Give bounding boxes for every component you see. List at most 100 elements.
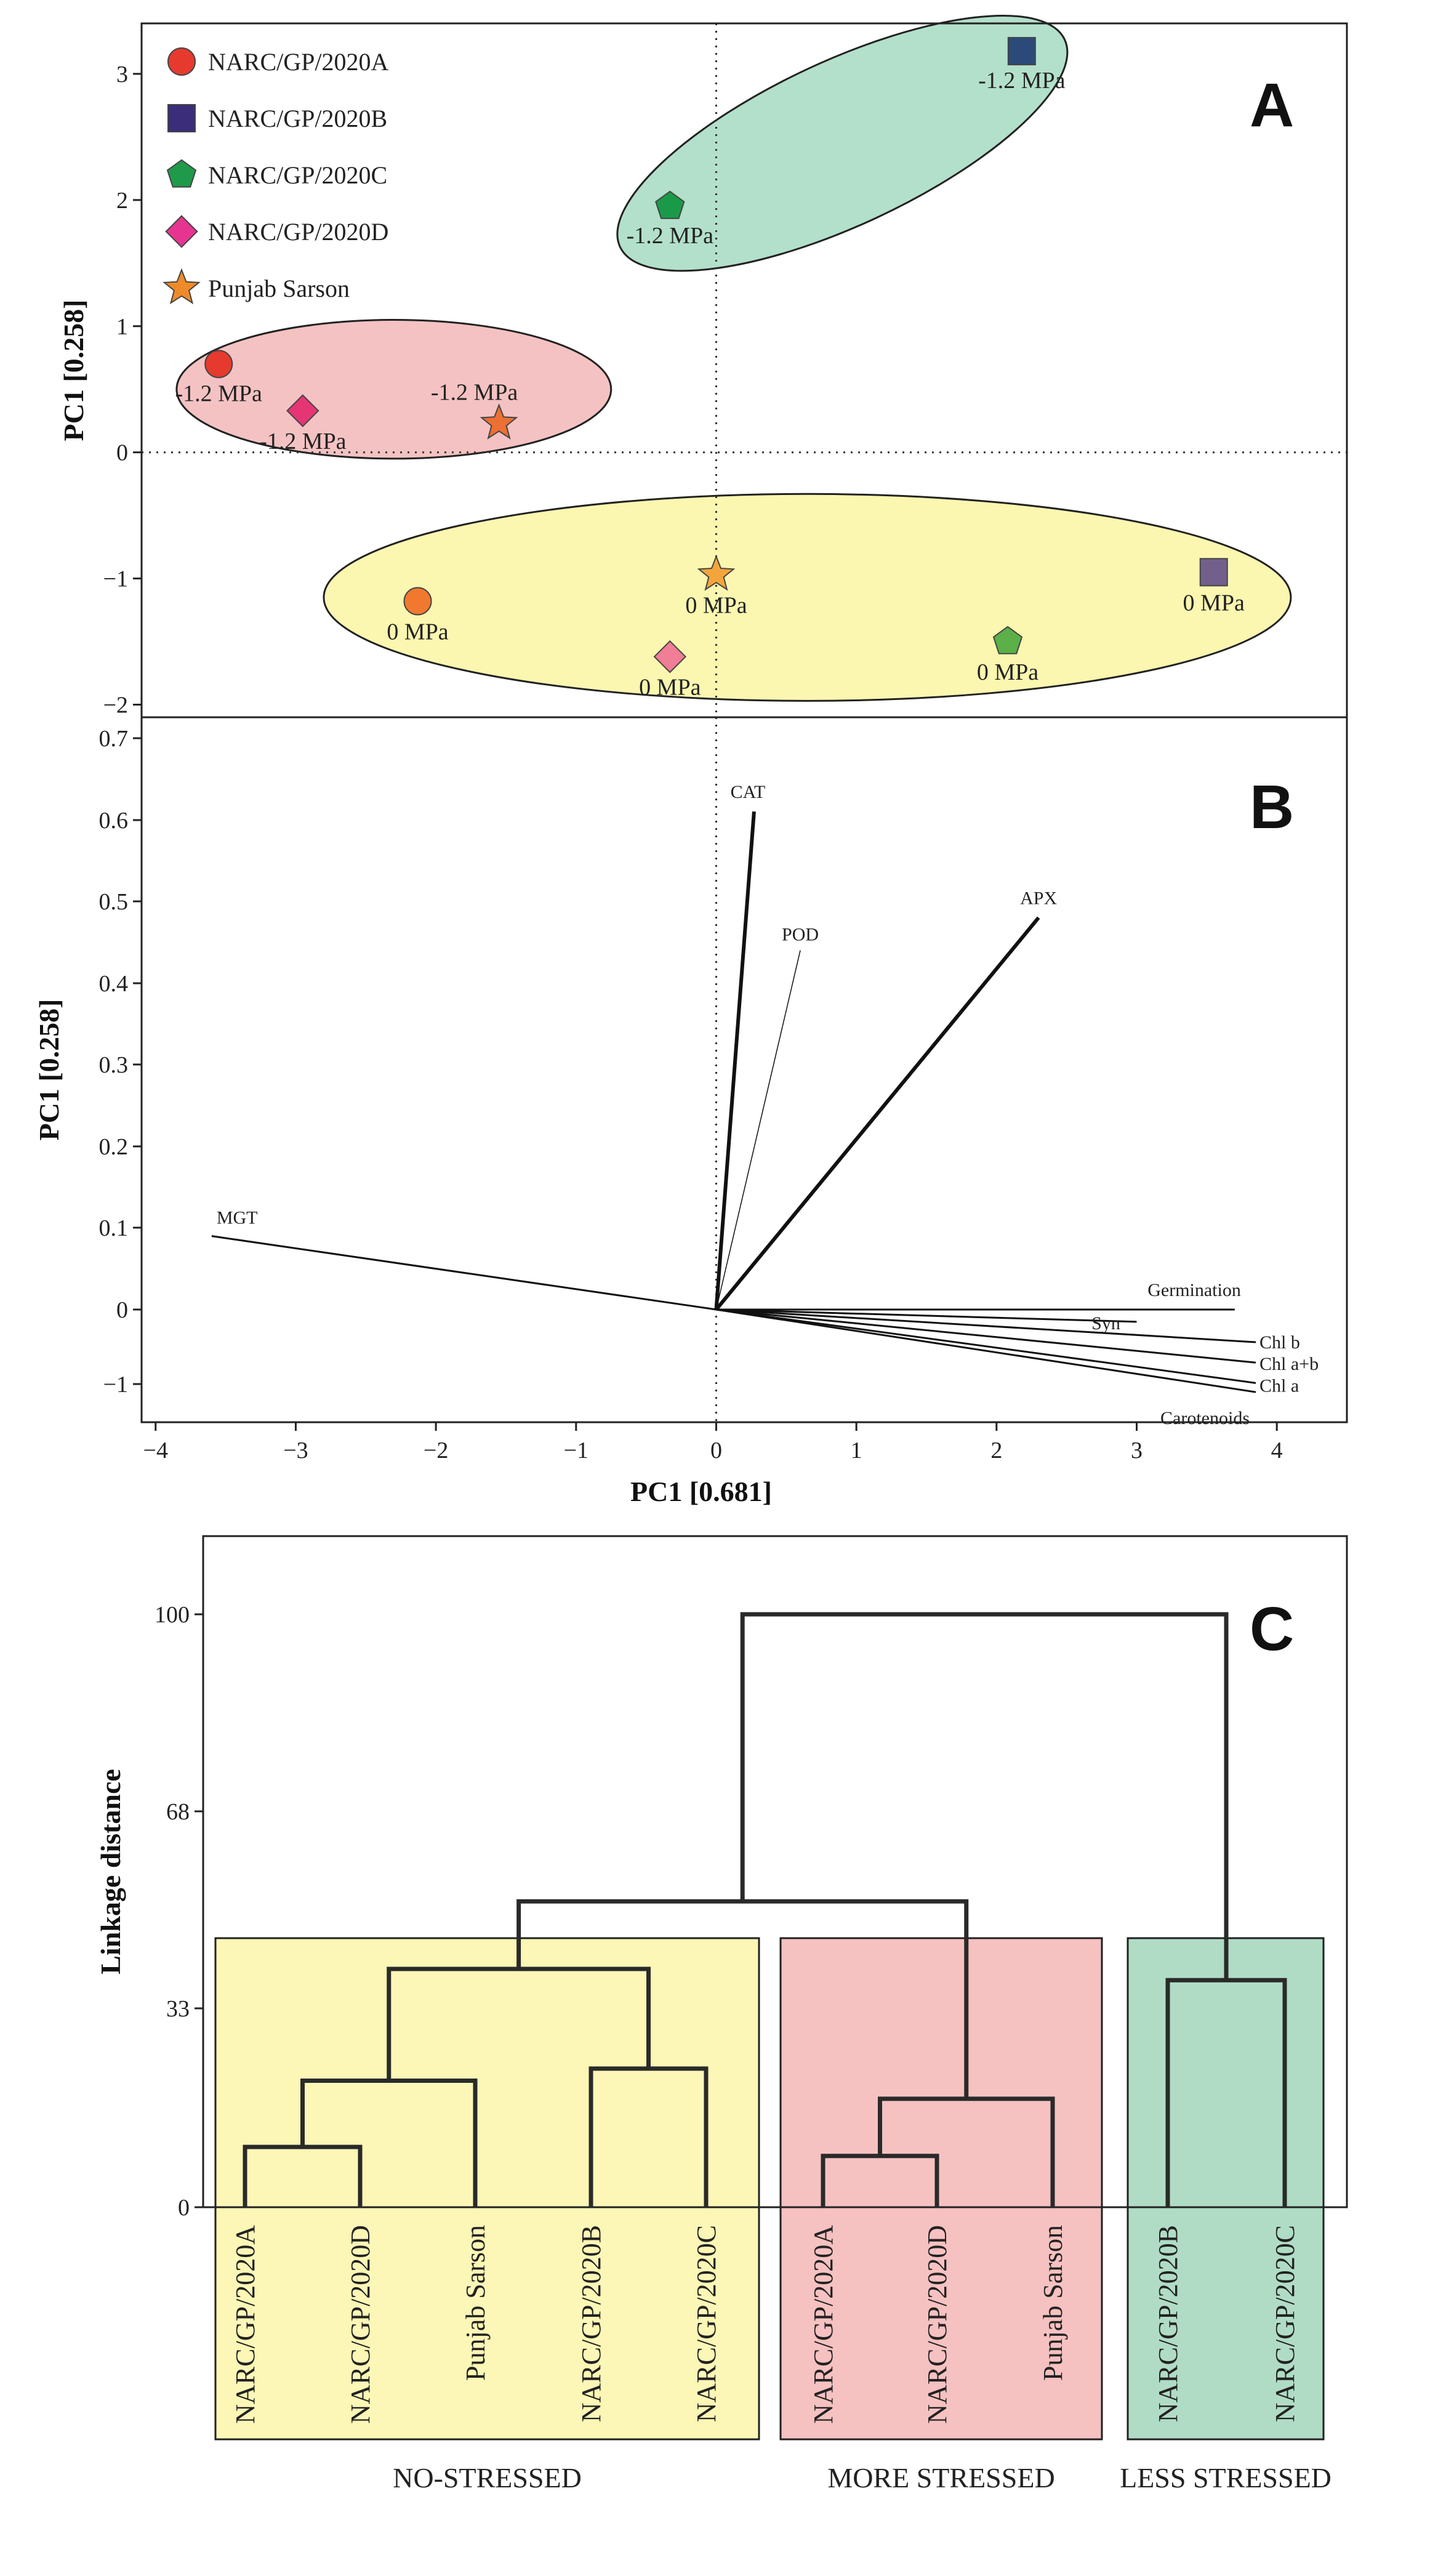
y-tick-label: 100 [155,1602,190,1628]
panel-a: -1.2 MPa -1.2 MPa -1.2 MPa -1.2 MPa -1.2 MPa… [58,14,1348,718]
y-tick-label: 0.2 [99,1134,129,1160]
legend-marker [167,104,196,132]
cluster-boxes [214,1937,1325,2441]
point-label: 0 MPa [977,659,1038,685]
x-tick-label: 3 [1131,1438,1143,1463]
panel-letter-c: C [1250,1595,1294,1664]
vector-label: Germination [1147,1280,1241,1300]
dendrogram-branch [878,2096,1055,2207]
dendrogram-branch [588,2066,709,2207]
legend-label: NARC/GP/2020D [208,218,388,246]
group-ellipse [323,493,1292,702]
y-tick-label: 1 [116,314,128,340]
dendrogram-branch [1165,1978,1287,2207]
cluster-labels: NO-STRESSED MORE STRESSED LESS STRESSED [393,2462,1332,2493]
y-tick-label: 0.5 [99,889,129,915]
loading-vector [716,1308,1256,1364]
dendrogram-branch [740,1612,1229,1981]
y-tick-labels: −2 −1 0 1 2 3 [103,62,142,718]
data-point [1199,558,1228,587]
vector-label: APX [1020,888,1057,909]
data-point [655,190,685,219]
legend-label: NARC/GP/2020C [208,161,387,189]
x-tick-label: 2 [990,1438,1002,1463]
leaf-label: NARC/GP/2020B [1153,2225,1183,2422]
x-tick-label: −2 [424,1438,448,1463]
point-label: 0 MPa [387,619,448,645]
leaf-labels: NARC/GP/2020A NARC/GP/2020D Punjab Sarson N… [230,2225,1300,2424]
y-tick-label: −1 [103,1372,128,1398]
reference-lines [142,23,1347,717]
legend-label: Punjab Sarson [208,275,350,302]
y-tick-labels: −1 0 0.1 0.2 0.3 0.4 0.5 0.6 0.7 [99,726,142,1398]
leaf-label: NARC/GP/2020C [691,2225,721,2422]
scatter-points: -1.2 MPa -1.2 MPa -1.2 MPa -1.2 MPa -1.2 MPa… [175,37,1245,701]
vector-label: Chl b [1259,1332,1300,1353]
panel-letter-a: A [1250,71,1294,140]
loading-vector [715,916,1040,1311]
loading-vector [716,1308,1137,1323]
point-label: -1.2 MPa [627,223,714,249]
leaf-label: NARC/GP/2020D [922,2225,952,2424]
group-ellipses [175,14,1292,702]
legend: NARC/GP/2020A NARC/GP/2020B NARC/GP/2020C N… [163,47,388,305]
x-tick-label: −1 [564,1438,588,1463]
y-tick-label: −2 [103,693,128,718]
x-tick-label: 4 [1271,1438,1283,1463]
data-point [992,626,1023,654]
y-tick-label: 0 [178,2195,190,2221]
y-tick-label: 0.1 [99,1215,129,1241]
leaf-label: NARC/GP/2020A [230,2225,260,2424]
legend-marker [165,215,198,248]
point-label: 0 MPa [639,675,701,701]
x-tick-label: 0 [710,1438,722,1463]
loading-vector [211,1235,717,1311]
cluster-box [779,1937,1103,2441]
dendrogram-branches [243,1612,1287,2207]
y-tick-label: 0 [116,1297,128,1323]
legend-label: NARC/GP/2020A [208,48,388,76]
leaf-label: Punjab Sarson [1038,2225,1068,2381]
y-tick-label: 2 [116,188,128,214]
y-tick-label: 0.3 [99,1052,129,1078]
data-point [204,350,233,379]
point-label: 0 MPa [685,592,747,618]
x-tick-labels: −4 −3 −2 −1 0 1 2 3 4 [143,1422,1283,1463]
data-point [480,403,518,440]
legend-marker [163,268,201,305]
vector-label: POD [782,925,819,945]
point-label: -1.2 MPa [978,68,1066,94]
group-ellipse [616,14,1069,272]
vector-label: Syn [1091,1313,1120,1334]
data-point [286,394,319,427]
cluster-label: LESS STRESSED [1120,2462,1332,2493]
y-axis-title: PC1 [0.258] [33,999,65,1141]
leaf-label: NARC/GP/2020B [576,2225,606,2422]
panel-c: 0 33 68 100 NARC/GP/2020A NARC/GP/2020D Punja… [95,1535,1348,2493]
y-tick-label: 0 [116,440,128,466]
vector-label: Carotenoids [1160,1408,1250,1428]
point-label: -1.2 MPa [259,429,347,454]
vector-label: MGT [217,1208,258,1228]
data-point [697,555,736,591]
y-tick-label: 0.7 [99,726,129,752]
y-tick-label: 0.6 [99,808,129,834]
leaf-label: NARC/GP/2020D [345,2225,376,2424]
y-tick-label: 33 [166,1996,190,2022]
leaf-label: Punjab Sarson [460,2225,491,2381]
cluster-box [214,1937,760,2441]
plot-frame [202,1535,1348,2208]
y-axis-title: Linkage distance [95,1769,126,1974]
x-tick-label: −3 [283,1438,308,1463]
y-tick-label: 68 [166,1799,190,1825]
point-label: -1.2 MPa [431,380,518,406]
dendrogram-branch [516,1899,969,2099]
vector-label: Chl a+b [1259,1354,1319,1374]
x-tick-label: 1 [851,1438,862,1463]
panel-letter-b: B [1250,773,1294,842]
cluster-label: MORE STRESSED [827,2462,1054,2493]
vector-label: CAT [731,782,766,802]
